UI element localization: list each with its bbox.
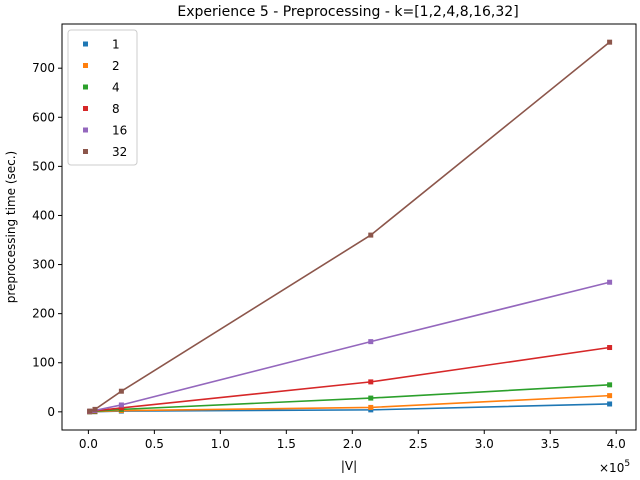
x-tick-label: 0.5 [145,437,164,451]
x-tick-label: 3.5 [541,437,560,451]
legend-label: 2 [112,59,120,73]
data-point [368,379,374,385]
y-axis-label: preprocessing time (sec.) [4,151,18,304]
x-axis: 0.0 0.5 1.0 1.5 2.0 2.5 3.0 3.5 4.0 [79,430,626,451]
y-tick-label: 200 [32,307,55,321]
data-point [368,339,374,345]
y-axis: 0 100 200 300 400 500 600 700 [32,61,62,419]
y-tick-label: 500 [32,159,55,173]
x-multiplier-base: ×10 [599,461,624,475]
legend-item: 1 [83,38,120,52]
axes-frame [61,23,637,431]
data-point [118,388,124,394]
x-tick-label: 1.0 [211,437,230,451]
x-tick-label: 4.0 [607,437,626,451]
legend-label: 4 [112,81,120,95]
legend-marker [83,149,88,154]
data-point [87,408,93,414]
y-tick-label: 300 [32,258,55,272]
x-tick-label: 2.0 [343,437,362,451]
x-tick-label: 0.0 [79,437,98,451]
x-tick-label: 1.5 [277,437,296,451]
chart-title: Experience 5 - Preprocessing - k=[1,2,4,… [177,4,518,20]
legend-label: 16 [112,124,127,138]
y-tick-label: 600 [32,110,55,124]
data-point [368,232,374,238]
y-tick-label: 0 [47,405,55,419]
y-tick-label: 100 [32,356,55,370]
legend-label: 32 [112,145,127,159]
legend: 1 2 4 8 16 32 [67,29,138,166]
x-multiplier-exponent: 5 [624,459,630,469]
data-point [607,401,613,407]
legend-item: 4 [83,81,120,95]
legend-marker [83,63,88,68]
x-tick-label: 2.5 [409,437,428,451]
x-axis-label: |V| [341,459,357,473]
legend-marker [83,106,88,111]
series-32 [87,39,613,414]
legend-item: 16 [83,124,127,138]
legend-marker [83,41,88,47]
legend-marker [83,84,88,90]
legend-item: 32 [83,145,127,159]
data-point [118,405,124,411]
data-point [607,393,613,399]
data-point [607,345,613,351]
data-point [368,404,374,410]
y-tick-label: 700 [32,61,55,75]
data-point [607,382,613,388]
data-point [607,39,613,45]
y-tick-label: 400 [32,208,55,222]
data-point [92,406,98,412]
x-axis-multiplier: ×105 [599,459,630,475]
legend-label: 8 [112,102,120,116]
data-point [607,279,613,285]
legend-item: 8 [83,102,120,116]
data-point [368,395,374,401]
legend-item: 2 [83,59,120,73]
legend-marker [83,127,88,133]
plot-area [87,39,613,415]
x-tick-label: 3.0 [475,437,494,451]
legend-label: 1 [112,38,120,52]
data-point [118,402,124,408]
